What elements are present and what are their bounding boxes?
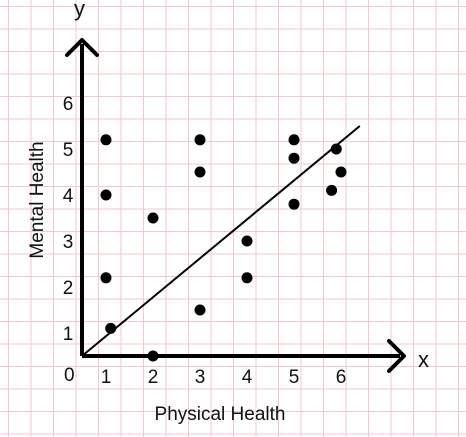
x-axis-arrow bbox=[387, 339, 406, 373]
y-tick-label: 5 bbox=[63, 140, 74, 161]
data-point bbox=[288, 198, 300, 210]
y-axis-title: Mental Health bbox=[27, 141, 48, 258]
x-tick-label: 2 bbox=[148, 367, 159, 388]
data-point bbox=[100, 134, 112, 146]
y-tick-label: 4 bbox=[63, 186, 74, 207]
data-point bbox=[100, 189, 112, 201]
data-point bbox=[194, 134, 206, 146]
data-point bbox=[100, 272, 112, 284]
data-point bbox=[105, 322, 117, 334]
x-tick-label: 6 bbox=[336, 367, 347, 388]
trend-line-group bbox=[81, 125, 361, 357]
y-tick-label: 6 bbox=[63, 94, 74, 115]
data-point bbox=[335, 166, 347, 178]
y-tick-label: 1 bbox=[63, 324, 74, 345]
x-tick-labels: 1 2 3 4 5 6 bbox=[101, 367, 347, 388]
axes bbox=[65, 38, 406, 373]
x-tick-label: 4 bbox=[242, 367, 253, 388]
origin-label: 0 bbox=[64, 365, 75, 386]
data-point bbox=[241, 235, 253, 247]
data-point bbox=[288, 134, 300, 146]
x-axis-name: x bbox=[418, 347, 429, 372]
data-points bbox=[100, 134, 347, 362]
trend-line bbox=[81, 125, 361, 357]
data-point bbox=[288, 152, 300, 164]
data-point bbox=[330, 143, 342, 155]
y-tick-labels: 1 2 3 4 5 6 bbox=[63, 94, 74, 345]
x-tick-label: 3 bbox=[195, 367, 206, 388]
data-point bbox=[241, 272, 253, 284]
x-axis-title: Physical Health bbox=[155, 404, 286, 425]
x-tick-label: 5 bbox=[289, 367, 300, 388]
data-point bbox=[147, 350, 159, 362]
y-tick-label: 2 bbox=[63, 278, 74, 299]
data-point bbox=[194, 166, 206, 178]
data-point bbox=[326, 184, 338, 196]
y-axis-arrow bbox=[65, 38, 99, 57]
data-point bbox=[147, 212, 159, 224]
y-axis-name: y bbox=[74, 0, 85, 21]
data-point bbox=[194, 304, 206, 316]
y-tick-label: 3 bbox=[63, 232, 74, 253]
x-tick-label: 1 bbox=[101, 367, 112, 388]
